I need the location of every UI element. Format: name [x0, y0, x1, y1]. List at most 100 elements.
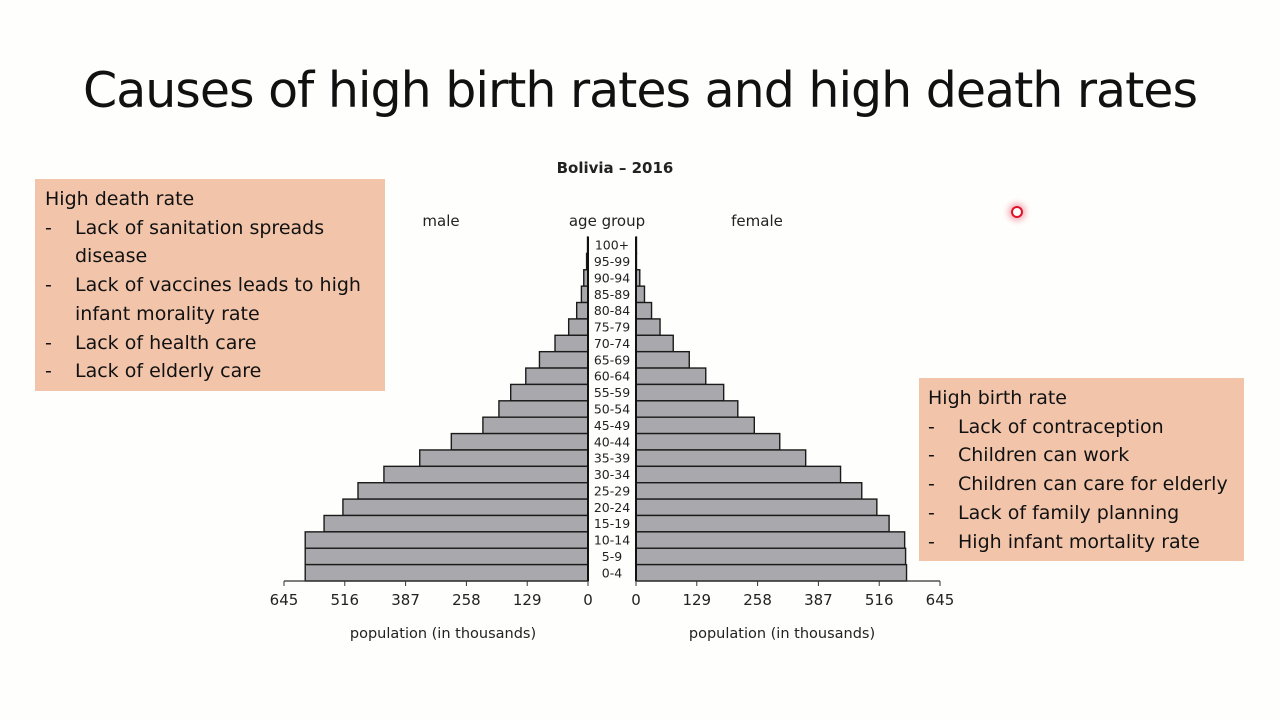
male-bar-60-64: [525, 367, 589, 386]
male-x-tick-label: 258: [452, 591, 481, 609]
male-x-tick-label: 645: [270, 591, 299, 609]
age-group-tick-label: 10-14: [594, 533, 630, 548]
list-item: - Lack of family planning: [928, 501, 1180, 524]
age-group-tick-label: 20-24: [594, 500, 630, 515]
female-bar-0-4: [635, 563, 908, 582]
female-x-tick-label: 645: [926, 591, 955, 609]
male-x-tick-label: 516: [330, 591, 359, 609]
female-x-tick-label: 387: [804, 591, 833, 609]
male-bar-15-19: [323, 514, 589, 533]
female-bar-5-9: [635, 547, 907, 566]
age-group-tick-label: 35-39: [594, 451, 630, 466]
female-x-axis-label: population (in thousands): [689, 626, 875, 642]
female-bar-15-19: [635, 514, 890, 533]
slide-title: Causes of high birth rates and high deat…: [83, 62, 1198, 119]
female-bar-70-74: [635, 334, 674, 353]
age-group-tick-label: 70-74: [594, 336, 630, 351]
male-bar-45-49: [482, 416, 589, 435]
male-x-tick-label: 387: [391, 591, 420, 609]
female-x-tick-label: 129: [682, 591, 711, 609]
age-group-tick-label: 95-99: [594, 254, 630, 269]
list-item: - Lack of health care: [45, 331, 257, 354]
female-bar-85-89: [635, 285, 646, 304]
high-death-rate-box: High death rate - Lack of sanitation spre…: [35, 179, 385, 391]
female-bar-55-59: [635, 383, 725, 402]
male-x-tick-label: 129: [513, 591, 542, 609]
age-group-tick-label: 85-89: [594, 287, 630, 302]
age-group-tick-label: 75-79: [594, 320, 630, 335]
female-bar-80-84: [635, 301, 653, 320]
female-bar-30-34: [635, 465, 842, 484]
male-bar-40-44: [450, 432, 589, 451]
male-bar-10-14: [304, 531, 589, 549]
list-item-text: High infant mortality rate: [958, 530, 1200, 553]
female-x-tick-label: 258: [743, 591, 772, 609]
list-item: - Lack of sanitation spreads disease: [45, 216, 325, 268]
list-item-text: Lack of health care: [75, 331, 257, 354]
male-bar-50-54: [498, 400, 589, 418]
age-group-tick-label: 45-49: [594, 418, 630, 433]
female-bar-50-54: [635, 400, 739, 418]
male-bar-0-4: [304, 563, 589, 582]
age-group-tick-label: 0-4: [602, 565, 622, 580]
male-bar-25-29: [357, 482, 589, 500]
list-item: - Children can work: [928, 444, 1130, 467]
list-item: - Lack of contraception: [928, 415, 1164, 438]
female-bar-90-94: [635, 269, 641, 287]
male-bar-70-74: [554, 334, 589, 353]
list-item-text: Lack of sanitation spreads disease: [75, 216, 325, 268]
birth-box-heading: High birth rate: [928, 387, 1067, 409]
female-bar-35-39: [635, 449, 807, 468]
male-bar-85-89: [580, 285, 589, 304]
male-x-tick-label: 0: [583, 591, 593, 609]
age-group-tick-label: 65-69: [594, 352, 630, 367]
list-item-text: Lack of elderly care: [75, 360, 262, 383]
age-group-tick-label: 5-9: [602, 549, 622, 564]
female-bar-10-14: [635, 531, 906, 549]
age-group-tick-label: 30-34: [594, 467, 630, 482]
male-label: male: [422, 212, 459, 230]
male-bar-80-84: [575, 301, 589, 320]
female-x-tick-label: 516: [865, 591, 894, 609]
male-bar-90-94: [583, 269, 589, 287]
list-item-text: Children can care for elderly: [958, 473, 1228, 496]
male-x-axis-label: population (in thousands): [350, 626, 536, 642]
age-group-tick-label: 90-94: [594, 270, 630, 285]
female-bar-40-44: [635, 432, 781, 451]
female-bar-65-69: [635, 350, 690, 369]
high-birth-rate-box: High birth rate - Lack of contraception -…: [919, 378, 1244, 561]
death-box-heading: High death rate: [45, 188, 195, 210]
age-group-label: age group: [569, 212, 645, 230]
list-item: - High infant mortality rate: [928, 530, 1200, 553]
age-group-tick-label: 40-44: [594, 434, 630, 449]
male-bar-95-99: [585, 252, 589, 271]
age-group-tick-label: 80-84: [594, 303, 630, 318]
age-group-tick-label: 50-54: [594, 402, 630, 417]
list-item-text: Lack of family planning: [958, 501, 1180, 524]
list-item-text: Lack of vaccines leads to high infant mo…: [75, 274, 361, 325]
age-group-tick-label: 60-64: [594, 369, 630, 384]
age-group-tick-label: 100+: [595, 238, 629, 253]
male-bar-30-34: [383, 465, 589, 484]
list-item: - Lack of vaccines leads to high infant m…: [45, 274, 361, 325]
female-x-tick-label: 0: [631, 591, 641, 609]
female-bar-20-24: [635, 498, 878, 517]
age-group-tick-label: 55-59: [594, 385, 630, 400]
male-bar-65-69: [538, 350, 589, 369]
cursor-indicator-icon: [1011, 206, 1023, 218]
male-bar-20-24: [342, 498, 589, 517]
female-bar-25-29: [635, 482, 863, 500]
female-label: female: [731, 212, 783, 230]
age-group-tick-label: 15-19: [594, 516, 630, 531]
male-bar-55-59: [510, 383, 589, 402]
list-item: - Children can care for elderly: [928, 473, 1228, 496]
list-item: - Lack of elderly care: [45, 360, 262, 383]
male-bar-75-79: [567, 318, 589, 336]
male-bar-5-9: [304, 547, 589, 566]
female-bar-75-79: [635, 318, 661, 336]
list-item-text: Children can work: [958, 444, 1130, 467]
male-bar-35-39: [419, 449, 589, 468]
age-group-tick-label: 25-29: [594, 483, 630, 498]
female-bar-60-64: [635, 367, 707, 386]
list-item-text: Lack of contraception: [958, 415, 1164, 438]
